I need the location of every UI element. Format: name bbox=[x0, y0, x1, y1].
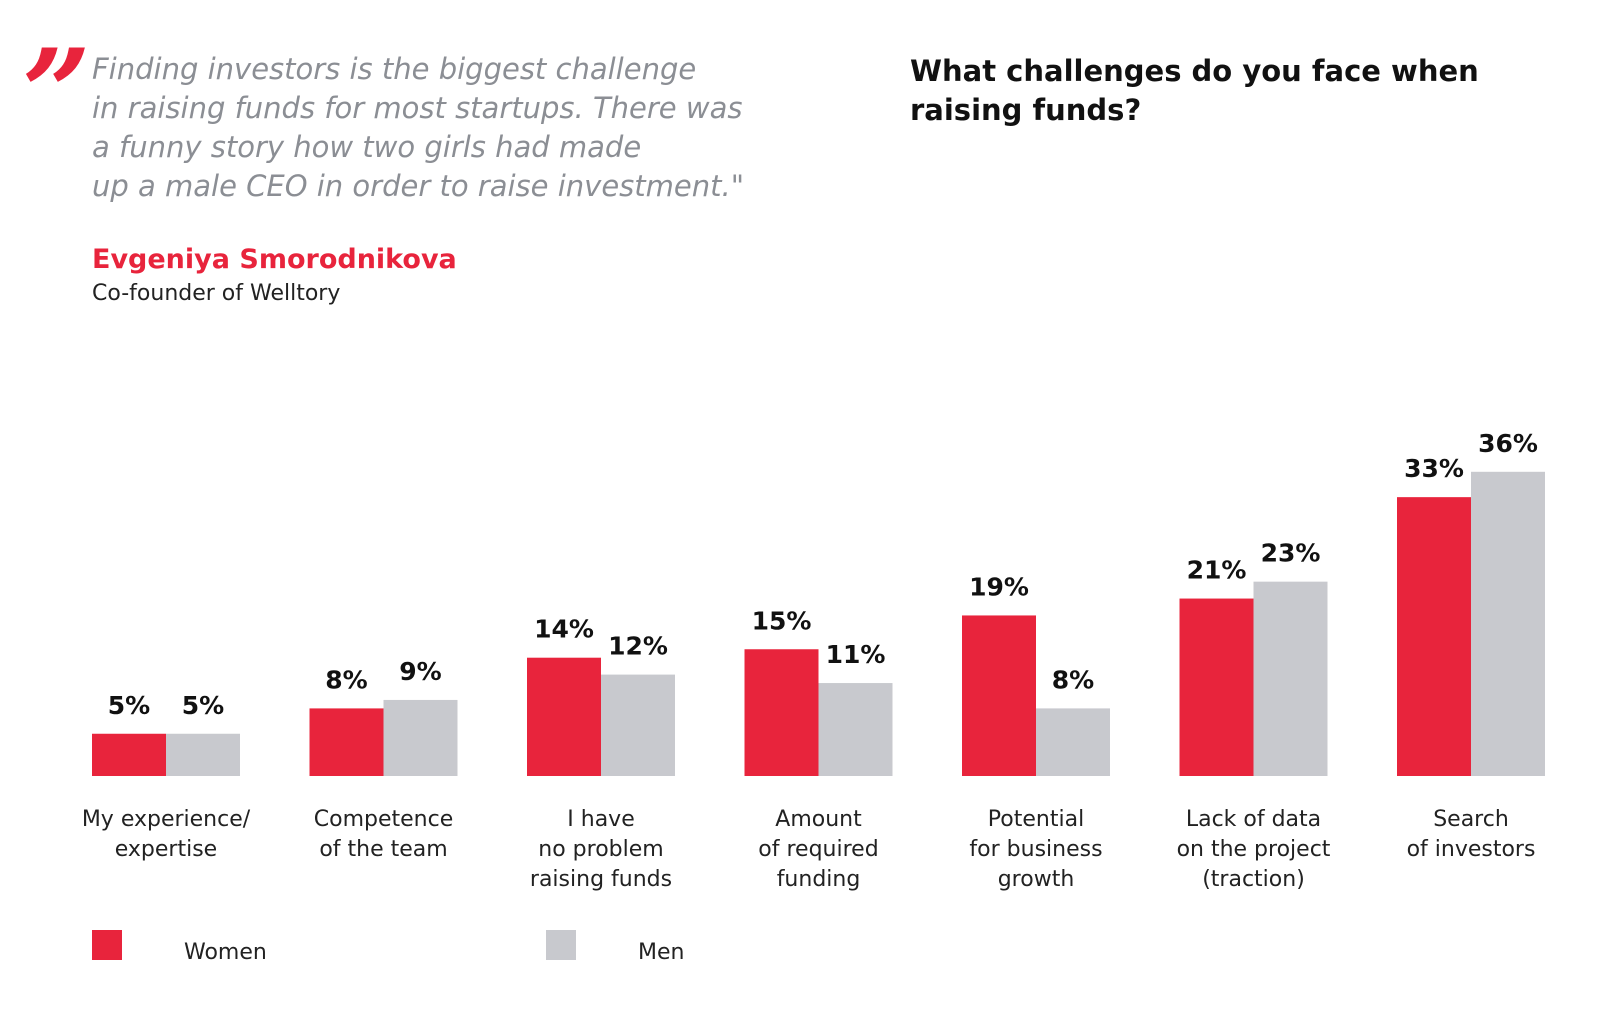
bar-men bbox=[1253, 581, 1328, 776]
legend-label-women: Women bbox=[184, 940, 267, 965]
data-label: 9% bbox=[399, 657, 441, 686]
bar-men bbox=[166, 733, 240, 776]
quote-line: up a male CEO in order to raise investme… bbox=[92, 169, 745, 203]
legend-swatch-men bbox=[546, 930, 576, 960]
data-label: 21% bbox=[1187, 556, 1247, 585]
bar-women bbox=[527, 657, 601, 776]
data-label: 33% bbox=[1404, 454, 1464, 483]
legend-swatch-women bbox=[92, 930, 122, 960]
quote-line: in raising funds for most startups. Ther… bbox=[92, 91, 743, 125]
chart-title-line: What challenges do you face when bbox=[910, 54, 1479, 88]
bar-men bbox=[383, 699, 458, 776]
category-label: Lack of data on the project (traction) bbox=[1177, 807, 1331, 892]
bar-women bbox=[1179, 598, 1254, 776]
author-name: Evgeniya Smorodnikova bbox=[92, 244, 457, 275]
chart-title-line: raising funds? bbox=[910, 93, 1142, 127]
bar-women bbox=[962, 615, 1036, 776]
data-label: 23% bbox=[1261, 539, 1321, 568]
quote-text: Finding investors is the biggest challen… bbox=[92, 50, 792, 206]
bar-men bbox=[818, 683, 893, 776]
bar-men bbox=[1471, 471, 1545, 776]
category-label: I have no problem raising funds bbox=[530, 807, 672, 892]
bar-women bbox=[744, 649, 819, 776]
data-label: 15% bbox=[752, 606, 812, 635]
data-label: 8% bbox=[1052, 665, 1094, 694]
data-label: 19% bbox=[969, 572, 1029, 601]
bar-men bbox=[1036, 708, 1110, 776]
data-label: 14% bbox=[534, 615, 594, 644]
category-label: Competence of the team bbox=[314, 807, 454, 862]
category-label: Potential for business growth bbox=[969, 807, 1102, 892]
bar-women bbox=[92, 733, 166, 776]
bar-women bbox=[309, 708, 384, 776]
quote-line: Finding investors is the biggest challen… bbox=[92, 52, 697, 86]
data-label: 36% bbox=[1478, 429, 1538, 458]
bar-men bbox=[601, 674, 675, 776]
author-role: Co-founder of Welltory bbox=[92, 281, 341, 306]
quote-line: a funny story how two girls had made bbox=[92, 130, 642, 164]
data-label: 12% bbox=[608, 632, 668, 661]
data-label: 8% bbox=[325, 665, 367, 694]
category-label: Search of investors bbox=[1407, 807, 1536, 862]
category-label: My experience/expertise bbox=[82, 807, 251, 862]
data-label: 5% bbox=[182, 691, 224, 720]
bar-women bbox=[1397, 497, 1471, 776]
data-label: 11% bbox=[826, 640, 886, 669]
category-label: Amount of required funding bbox=[758, 807, 878, 892]
data-label: 5% bbox=[108, 691, 150, 720]
chart-title: What challenges do you face when raising… bbox=[910, 52, 1550, 130]
legend-label-men: Men bbox=[638, 940, 685, 965]
